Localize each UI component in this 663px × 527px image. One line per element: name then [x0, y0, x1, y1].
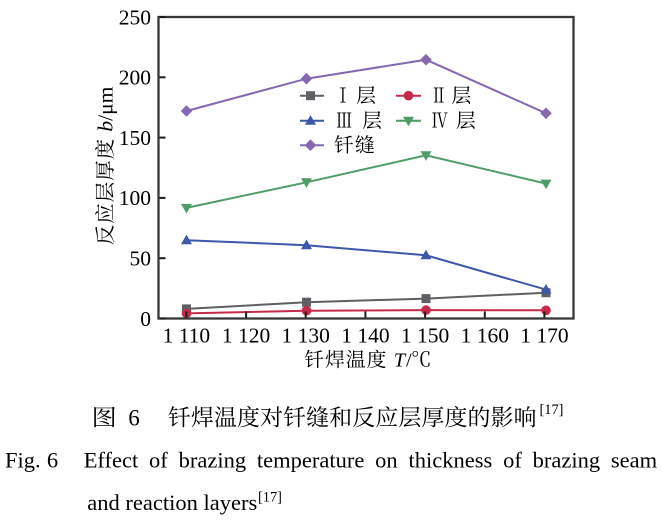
- svg-text:/: /: [406, 350, 412, 372]
- svg-text:Fig. 6: Fig. 6: [5, 448, 58, 473]
- svg-text:Effect of brazing temperature: Effect of brazing temperature on thickne…: [84, 448, 658, 473]
- svg-text:6: 6: [128, 406, 140, 431]
- svg-text:200: 200: [119, 66, 151, 90]
- svg-text:250: 250: [119, 5, 151, 29]
- svg-text:1 170: 1 170: [520, 324, 568, 348]
- svg-text:1 150: 1 150: [401, 324, 449, 348]
- svg-text:[17]: [17]: [258, 490, 282, 506]
- svg-text:[17]: [17]: [540, 402, 564, 418]
- svg-text:100: 100: [119, 186, 151, 210]
- svg-text:T: T: [394, 350, 407, 372]
- svg-text:1 110: 1 110: [163, 324, 211, 348]
- svg-text:1 120: 1 120: [222, 324, 270, 348]
- svg-text:1 130: 1 130: [282, 324, 330, 348]
- svg-text:b/μm: b/μm: [93, 86, 117, 131]
- svg-text:0: 0: [140, 307, 151, 331]
- svg-text:1 160: 1 160: [461, 324, 509, 348]
- svg-text:and reaction layers: and reaction layers: [87, 490, 257, 515]
- svg-text:1 140: 1 140: [341, 324, 389, 348]
- svg-text:150: 150: [119, 126, 151, 150]
- svg-text:50: 50: [130, 247, 152, 271]
